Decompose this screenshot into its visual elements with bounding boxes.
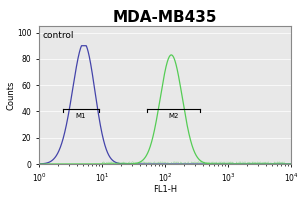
Y-axis label: Counts: Counts <box>7 80 16 110</box>
X-axis label: FL1-H: FL1-H <box>153 185 177 194</box>
Text: control: control <box>42 31 74 40</box>
Title: MDA-MB435: MDA-MB435 <box>113 10 217 25</box>
Text: M1: M1 <box>76 113 86 119</box>
Text: M2: M2 <box>168 113 179 119</box>
